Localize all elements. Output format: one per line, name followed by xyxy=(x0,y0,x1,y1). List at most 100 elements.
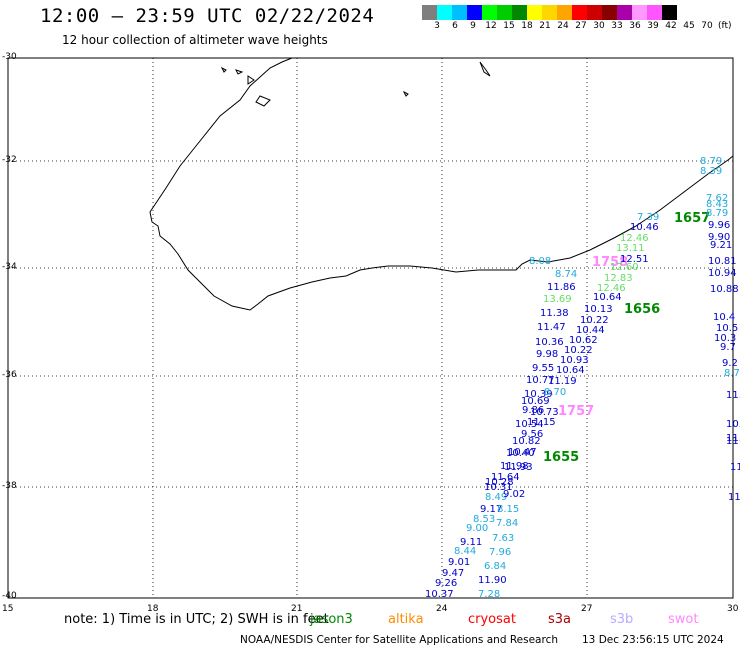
color-scale-tick: 45 xyxy=(683,21,695,31)
wave-height-value: 11 xyxy=(726,436,739,447)
color-scale-tick: 18 xyxy=(521,21,533,31)
graticule xyxy=(8,58,733,597)
wave-height-value: 7.96 xyxy=(489,547,511,558)
latitude-tick-label: -32 xyxy=(2,155,17,165)
wave-height-value: 8.08 xyxy=(529,256,551,267)
color-scale-tick: 33 xyxy=(611,21,623,31)
island-2 xyxy=(235,69,244,75)
color-scale-bar xyxy=(422,5,677,20)
color-swatch xyxy=(542,5,557,20)
wave-height-value: 10.22 xyxy=(564,345,593,356)
color-swatch xyxy=(587,5,602,20)
color-swatch xyxy=(572,5,587,20)
longitude-tick-label: 24 xyxy=(436,604,448,614)
color-swatch xyxy=(557,5,572,20)
wave-height-value: 8.79 xyxy=(706,208,728,219)
longitude-tick-label: 18 xyxy=(147,604,159,614)
coastline xyxy=(149,57,734,311)
longitude-tick-label: 15 xyxy=(2,604,14,614)
wave-height-value: 9.11 xyxy=(460,537,482,548)
wave-height-value: 10.64 xyxy=(593,292,622,303)
wave-height-value: 10.62 xyxy=(569,335,598,346)
color-swatch xyxy=(482,5,497,20)
wave-height-value: 8.70 xyxy=(544,387,566,398)
color-scale-tick: 3 xyxy=(434,21,440,31)
wave-height-value: 13.11 xyxy=(616,243,645,254)
wave-height-value: 11 xyxy=(730,462,740,473)
satellite-legend-s3b: s3b xyxy=(610,612,634,627)
latitude-tick-label: -38 xyxy=(2,481,17,491)
wave-height-value: 13.69 xyxy=(543,294,572,305)
latitude-tick-label: -30 xyxy=(2,52,17,62)
latitude-tick-label: -40 xyxy=(2,591,17,601)
wave-height-value: 8.49 xyxy=(485,492,507,503)
satellite-legend-s3a: s3a xyxy=(548,612,572,627)
wave-height-value: 8.74 xyxy=(555,269,577,280)
pass-label: 1656 xyxy=(624,302,660,317)
wave-height-value: 10.28 xyxy=(485,477,514,488)
color-scale-tick: 15 xyxy=(503,21,515,31)
wave-height-value: 11.93 xyxy=(504,462,533,473)
color-scale-tick: 42 xyxy=(665,21,677,31)
color-swatch xyxy=(602,5,617,20)
color-scale-tick: 70 xyxy=(701,21,713,31)
wave-height-value: 10.81 xyxy=(708,256,737,267)
wave-height-value: 9.02 xyxy=(503,489,525,500)
wave-height-value: 10.64 xyxy=(556,365,585,376)
color-scale-unit: (ft) xyxy=(718,21,732,31)
wave-height-value: 10.73 xyxy=(530,407,559,418)
color-scale-tick: 9 xyxy=(470,21,476,31)
color-swatch xyxy=(437,5,452,20)
color-swatch xyxy=(467,5,482,20)
wave-height-value: 10.94 xyxy=(708,268,737,279)
footer-note: note: 1) Time is in UTC; 2) SWH is in fe… xyxy=(64,612,329,627)
longitude-tick-label: 27 xyxy=(581,604,593,614)
wave-height-value: 9.17 xyxy=(480,504,502,515)
wave-height-value: 9.7 xyxy=(720,342,736,353)
wave-height-value: 9.47 xyxy=(442,568,464,579)
longitude-tick-label: 30 xyxy=(727,604,739,614)
wave-height-value: 10.54 xyxy=(515,419,544,430)
color-scale-tick: 30 xyxy=(593,21,605,31)
wave-height-value: 9.90 xyxy=(708,232,730,243)
wave-height-value: 12.51 xyxy=(620,254,649,265)
wave-height-value: 11.47 xyxy=(537,322,566,333)
wave-height-value: 10.22 xyxy=(580,315,609,326)
wave-height-value: 10.77 xyxy=(526,375,555,386)
color-swatch xyxy=(512,5,527,20)
wave-height-value: 11.38 xyxy=(540,308,569,319)
wave-height-value: 9.96 xyxy=(708,220,730,231)
color-scale-tick: 6 xyxy=(452,21,458,31)
color-scale-tick: 36 xyxy=(629,21,641,31)
satellite-legend-altika: altika xyxy=(388,612,424,627)
island-3 xyxy=(247,75,255,85)
generated-timestamp: 13 Dec 23:56:15 UTC 2024 xyxy=(582,634,724,646)
satellite-legend-cryosat: cryosat xyxy=(468,612,516,627)
pass-label: 1655 xyxy=(543,450,579,465)
wave-height-value: 10.88 xyxy=(710,284,739,295)
map-frame xyxy=(7,57,734,599)
wave-height-value: 10.69 xyxy=(521,396,550,407)
wave-height-value: 9.01 xyxy=(448,557,470,568)
wave-height-value: 6.84 xyxy=(484,561,506,572)
credit-text: NOAA/NESDIS Center for Satellite Applica… xyxy=(240,634,558,646)
altimeter-pass-labels: 1657 1656 1655 1758 1757 xyxy=(543,211,710,465)
wave-height-value: 9.00 xyxy=(466,523,488,534)
color-swatch xyxy=(497,5,512,20)
island-1 xyxy=(220,66,227,73)
color-swatch xyxy=(452,5,467,20)
wave-height-value: 9.21 xyxy=(710,240,732,251)
wave-height-value: 10.3 xyxy=(714,333,736,344)
color-swatch xyxy=(632,5,647,20)
wave-height-value: 11.15 xyxy=(527,417,556,428)
wave-height-value: 11.98 xyxy=(500,461,529,472)
wave-height-value: 10.37 xyxy=(425,589,454,600)
wave-height-value: 9.56 xyxy=(521,429,543,440)
wave-height-value: 7.28 xyxy=(478,589,500,600)
wave-height-value: 9.98 xyxy=(536,349,558,360)
wave-height-value: 12.60 xyxy=(610,262,639,273)
lake-1 xyxy=(479,61,491,77)
color-swatch xyxy=(662,5,677,20)
wave-height-value: 10.46 xyxy=(630,222,659,233)
